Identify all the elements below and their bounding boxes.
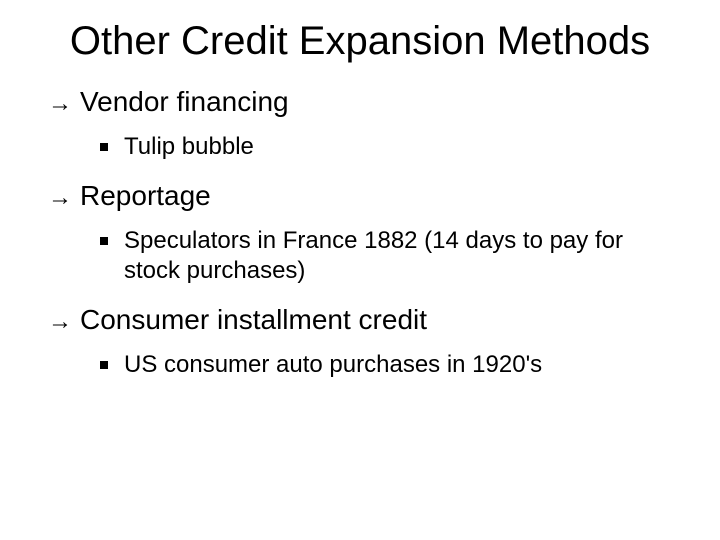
list-item-row: → Consumer installment credit — [48, 304, 676, 336]
list-item-label: Tulip bubble — [124, 132, 676, 162]
list-item: Tulip bubble — [100, 132, 676, 162]
bullet-list-level1: → Vendor financing Tulip bubble → Report… — [44, 86, 676, 380]
slide-title: Other Credit Expansion Methods — [44, 18, 676, 64]
list-item-label: Consumer installment credit — [80, 304, 427, 336]
list-item: → Reportage Speculators in France 1882 (… — [48, 180, 676, 286]
list-item-label: Reportage — [80, 180, 211, 212]
list-item-label: Vendor financing — [80, 86, 289, 118]
arrow-icon: → — [48, 310, 72, 334]
list-item-row: → Vendor financing — [48, 86, 676, 118]
square-bullet-icon — [100, 361, 108, 369]
arrow-icon: → — [48, 92, 72, 116]
bullet-list-level2: US consumer auto purchases in 1920's — [48, 350, 676, 380]
bullet-list-level2: Speculators in France 1882 (14 days to p… — [48, 226, 676, 286]
list-item-row: → Reportage — [48, 180, 676, 212]
arrow-icon: → — [48, 186, 72, 210]
bullet-list-level2: Tulip bubble — [48, 132, 676, 162]
list-item: → Consumer installment credit US consume… — [48, 304, 676, 380]
list-item-label: Speculators in France 1882 (14 days to p… — [124, 226, 676, 286]
square-bullet-icon — [100, 237, 108, 245]
list-item: → Vendor financing Tulip bubble — [48, 86, 676, 162]
list-item: US consumer auto purchases in 1920's — [100, 350, 676, 380]
square-bullet-icon — [100, 143, 108, 151]
list-item-label: US consumer auto purchases in 1920's — [124, 350, 676, 380]
list-item: Speculators in France 1882 (14 days to p… — [100, 226, 676, 286]
